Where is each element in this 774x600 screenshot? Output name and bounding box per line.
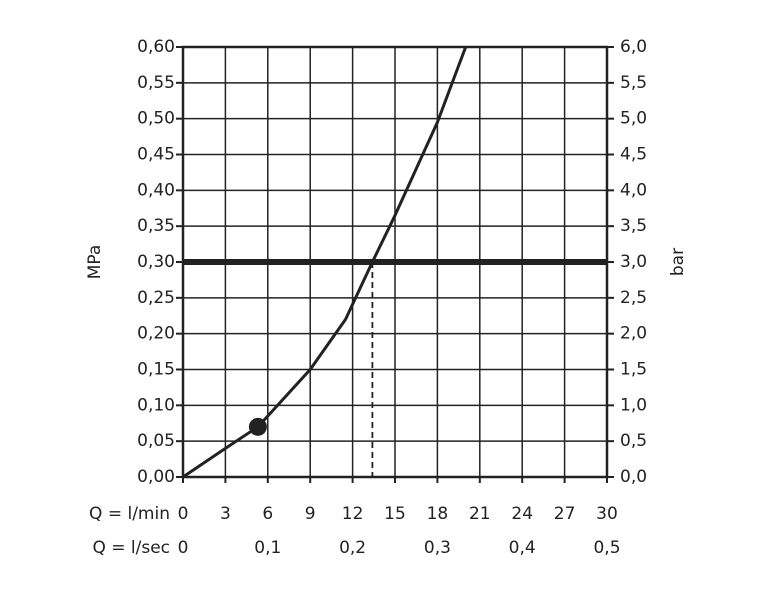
y-tick-label: 0,20	[137, 324, 175, 344]
y2-tick-label: 1,0	[620, 395, 647, 415]
x-axis-label: Q = l/min	[89, 504, 170, 524]
x2-tick-label: 0,4	[509, 538, 536, 558]
x-tick-label: 15	[384, 504, 406, 524]
y-tick-label: 0,15	[137, 360, 175, 380]
y-tick-label: 0,60	[137, 37, 175, 57]
y2-tick-label: 2,5	[620, 288, 647, 308]
x2-tick-label: 0,5	[593, 538, 620, 558]
y-axis-label: MPa	[85, 245, 105, 280]
x2-tick-label: 0,3	[424, 538, 451, 558]
y2-tick-label: 2,0	[620, 324, 647, 344]
x2-tick-label: 0	[178, 538, 189, 558]
y-tick-label: 0,25	[137, 288, 175, 308]
y-tick-label: 0,10	[137, 395, 175, 415]
x2-tick-label: 0,1	[254, 538, 281, 558]
marker-point	[248, 417, 267, 436]
curve	[182, 46, 468, 479]
y2-tick-label: 0,5	[620, 431, 647, 451]
y2-tick-label: 3,5	[620, 216, 647, 236]
x-tick-label: 9	[305, 504, 316, 524]
y2-tick-label: 3,0	[620, 252, 647, 272]
x-tick-label: 24	[511, 504, 533, 524]
y-tick-label: 0,35	[137, 216, 175, 236]
y2-tick-label: 0,0	[620, 467, 647, 487]
x2-tick-label: 0,2	[339, 538, 366, 558]
y2-tick-label: 5,5	[620, 73, 647, 93]
y-tick-label: 0,05	[137, 431, 175, 451]
y2-tick-label: 4,0	[620, 180, 647, 200]
y2-tick-label: 4,5	[620, 145, 647, 165]
x-tick-label: 0	[178, 504, 189, 524]
y-tick-label: 0,50	[137, 109, 175, 129]
x-tick-label: 18	[427, 504, 449, 524]
y-tick-label: 0,45	[137, 145, 175, 165]
x-tick-label: 27	[554, 504, 576, 524]
y-tick-label: 0,00	[137, 467, 175, 487]
x-tick-label: 12	[342, 504, 364, 524]
y-tick-label: 0,30	[137, 252, 175, 272]
x-tick-label: 6	[262, 504, 273, 524]
x-tick-label: 3	[220, 504, 231, 524]
y2-tick-label: 1,5	[620, 360, 647, 380]
y2-tick-label: 5,0	[620, 109, 647, 129]
y2-axis-label: bar	[668, 248, 688, 276]
x-tick-label: 30	[596, 504, 618, 524]
x-tick-label: 21	[469, 504, 491, 524]
y-tick-label: 0,40	[137, 180, 175, 200]
y-tick-label: 0,55	[137, 73, 175, 93]
x2-axis-label: Q = l/sec	[92, 538, 170, 558]
y2-tick-label: 6,0	[620, 37, 647, 57]
